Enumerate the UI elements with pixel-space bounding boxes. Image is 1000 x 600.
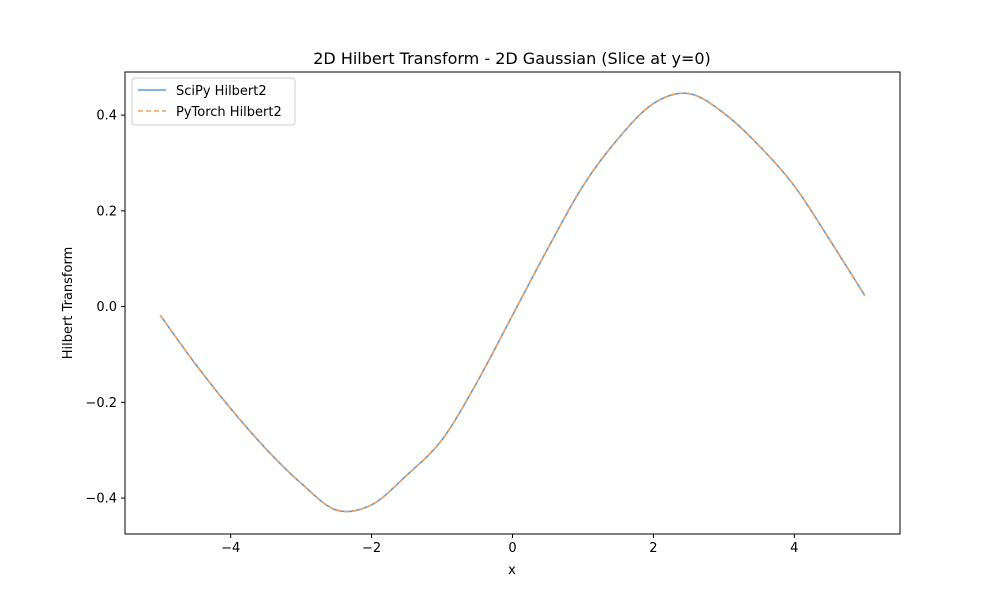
legend-box: [131, 77, 296, 126]
legend-label-pytorch: PyTorch Hilbert2: [176, 105, 282, 120]
y-axis: −0.4 −0.2 0.0 0.2 0.4: [85, 109, 125, 507]
x-axis-label: x: [508, 563, 516, 578]
y-axis-label: Hilbert Transform: [61, 247, 76, 360]
y-tick-label: −0.4: [85, 492, 117, 507]
x-tick-label: −4: [221, 541, 240, 556]
plot-area: [159, 92, 866, 513]
x-tick-label: −2: [362, 541, 381, 556]
legend: SciPy Hilbert2 PyTorch Hilbert2: [131, 77, 296, 126]
series-line-pytorch: [159, 92, 866, 513]
x-tick-label: 0: [508, 541, 516, 556]
x-tick-label: 4: [790, 541, 798, 556]
x-axis: −4 −2 0 2 4: [221, 534, 798, 556]
chart-title: 2D Hilbert Transform - 2D Gaussian (Slic…: [313, 49, 711, 68]
y-tick-label: −0.2: [85, 396, 117, 411]
y-tick-label: 0.4: [96, 109, 117, 124]
x-tick-label: 2: [649, 541, 657, 556]
y-tick-label: 0.2: [96, 204, 117, 219]
y-tick-label: 0.0: [96, 300, 117, 315]
legend-label-scipy: SciPy Hilbert2: [176, 84, 267, 99]
